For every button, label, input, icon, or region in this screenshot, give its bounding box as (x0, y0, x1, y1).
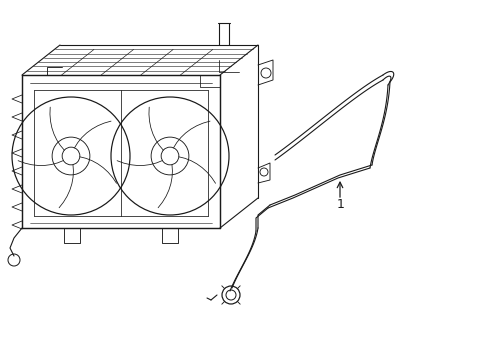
Text: 1: 1 (336, 198, 344, 211)
